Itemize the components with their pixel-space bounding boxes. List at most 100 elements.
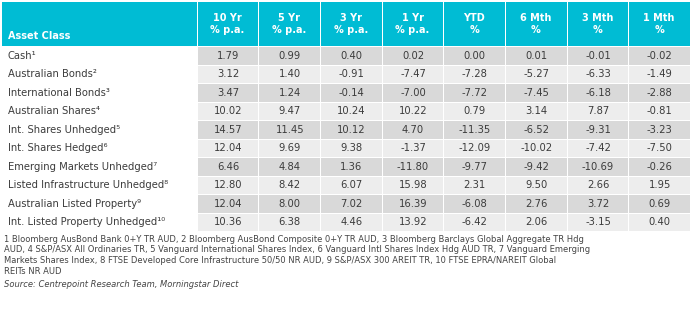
Bar: [505, 140, 506, 157]
Bar: [628, 102, 629, 120]
Bar: [382, 140, 383, 157]
Text: 3 Yr
% p.a.: 3 Yr % p.a.: [334, 13, 368, 35]
Bar: [197, 102, 198, 120]
Bar: [321, 121, 382, 139]
Text: -1.37: -1.37: [400, 143, 426, 153]
Bar: [321, 140, 382, 157]
Text: AUD, 4 S&P/ASX All Ordinaries TR, 5 Vanguard International Shares Index, 6 Vangu: AUD, 4 S&P/ASX All Ordinaries TR, 5 Vang…: [4, 245, 590, 254]
Text: -0.26: -0.26: [647, 162, 673, 172]
Text: 1 Yr
% p.a.: 1 Yr % p.a.: [395, 13, 430, 35]
Text: 10.22: 10.22: [399, 106, 428, 116]
Bar: [320, 84, 321, 101]
Bar: [506, 158, 567, 175]
Text: -11.80: -11.80: [397, 162, 429, 172]
Bar: [258, 47, 260, 65]
Bar: [2, 2, 197, 46]
Bar: [320, 213, 321, 231]
Text: -6.08: -6.08: [462, 199, 488, 209]
Bar: [260, 213, 320, 231]
Bar: [197, 195, 198, 212]
Text: -0.01: -0.01: [585, 51, 611, 61]
Text: 10.36: 10.36: [214, 217, 242, 227]
Bar: [2, 66, 197, 83]
Bar: [2, 195, 197, 212]
Bar: [2, 102, 197, 120]
Text: -7.00: -7.00: [400, 88, 426, 98]
Bar: [2, 213, 197, 231]
Text: -12.09: -12.09: [459, 143, 491, 153]
Text: 2.66: 2.66: [587, 180, 609, 190]
Bar: [2, 65, 690, 66]
Text: 4.46: 4.46: [340, 217, 363, 227]
Bar: [2, 139, 690, 140]
Bar: [505, 195, 506, 212]
Bar: [2, 84, 197, 101]
Text: -7.72: -7.72: [462, 88, 488, 98]
Text: -3.23: -3.23: [647, 125, 673, 135]
Bar: [197, 140, 198, 157]
Bar: [260, 102, 320, 120]
Bar: [258, 158, 260, 175]
Bar: [628, 84, 629, 101]
Text: -7.45: -7.45: [523, 88, 549, 98]
Bar: [444, 84, 505, 101]
Bar: [567, 47, 628, 65]
Bar: [505, 177, 506, 194]
Bar: [567, 121, 628, 139]
Text: 4.70: 4.70: [402, 125, 424, 135]
Bar: [320, 158, 321, 175]
Bar: [382, 158, 383, 175]
Bar: [628, 66, 629, 83]
Bar: [321, 2, 382, 46]
Bar: [382, 2, 383, 46]
Bar: [505, 158, 506, 175]
Text: REITs NR AUD: REITs NR AUD: [4, 267, 62, 276]
Bar: [260, 84, 320, 101]
Text: 2.06: 2.06: [525, 217, 547, 227]
Bar: [629, 84, 690, 101]
Bar: [2, 158, 197, 175]
Bar: [506, 102, 567, 120]
Text: -5.27: -5.27: [523, 69, 549, 79]
Text: Source: Centrepoint Research Team, Morningstar Direct: Source: Centrepoint Research Team, Morni…: [4, 280, 238, 289]
Bar: [198, 213, 258, 231]
Bar: [321, 195, 382, 212]
Bar: [383, 195, 444, 212]
Text: 8.00: 8.00: [279, 199, 301, 209]
Bar: [258, 2, 260, 46]
Bar: [444, 2, 505, 46]
Bar: [382, 102, 383, 120]
Bar: [320, 47, 321, 65]
Text: 1.40: 1.40: [279, 69, 301, 79]
Bar: [197, 213, 198, 231]
Text: 10.02: 10.02: [214, 106, 242, 116]
Bar: [320, 140, 321, 157]
Text: 0.99: 0.99: [279, 51, 301, 61]
Bar: [2, 101, 690, 102]
Bar: [197, 177, 198, 194]
Text: -0.91: -0.91: [338, 69, 364, 79]
Bar: [2, 120, 690, 121]
Text: -10.02: -10.02: [520, 143, 552, 153]
Text: Markets Shares Index, 8 FTSE Developed Core Infrastructure 50/50 NR AUD, 9 S&P/A: Markets Shares Index, 8 FTSE Developed C…: [4, 256, 556, 265]
Text: 9.38: 9.38: [340, 143, 363, 153]
Bar: [258, 195, 260, 212]
Text: 3.72: 3.72: [587, 199, 609, 209]
Text: Emerging Markets Unhedged⁷: Emerging Markets Unhedged⁷: [8, 162, 157, 172]
Bar: [383, 47, 444, 65]
Bar: [567, 102, 628, 120]
Text: -0.02: -0.02: [647, 51, 673, 61]
Bar: [629, 140, 690, 157]
Bar: [629, 195, 690, 212]
Bar: [506, 140, 567, 157]
Bar: [383, 2, 444, 46]
Bar: [198, 66, 258, 83]
Bar: [444, 158, 505, 175]
Bar: [567, 66, 628, 83]
Bar: [258, 102, 260, 120]
Bar: [258, 66, 260, 83]
Bar: [198, 158, 258, 175]
Bar: [506, 121, 567, 139]
Bar: [567, 158, 628, 175]
Text: -6.33: -6.33: [585, 69, 611, 79]
